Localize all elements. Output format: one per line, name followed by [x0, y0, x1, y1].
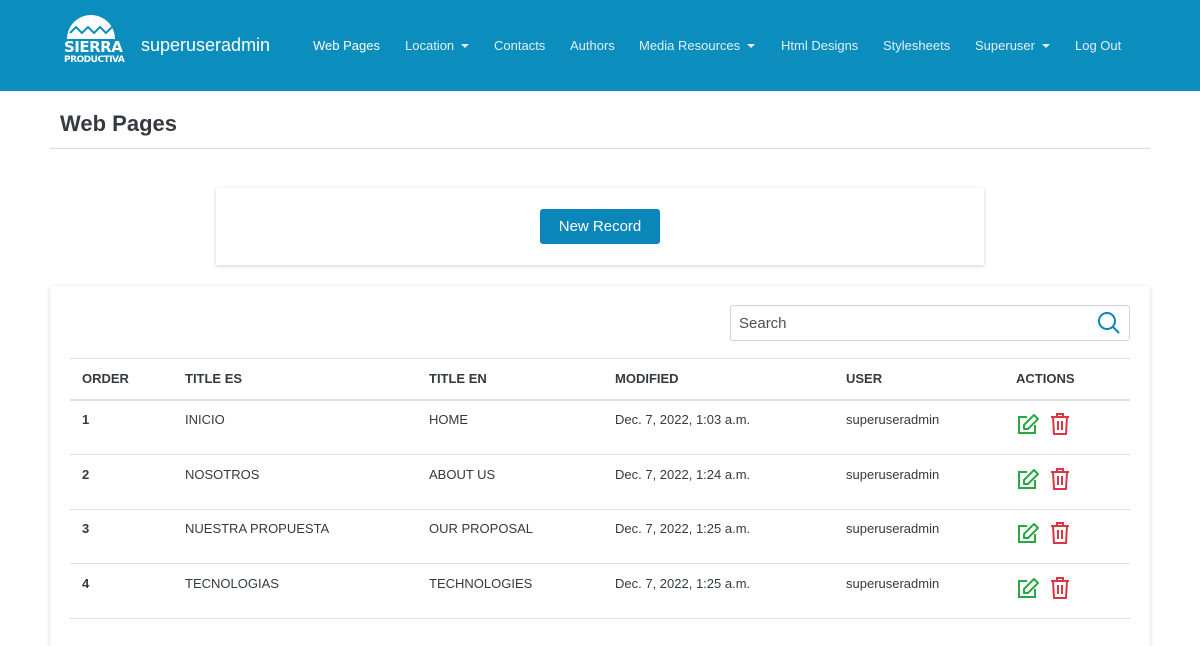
table-card — [50, 286, 1150, 646]
delete-icon[interactable] — [1049, 467, 1071, 491]
row-actions — [1016, 521, 1071, 550]
logo[interactable]: SIERRA PRODUCTIVA — [64, 13, 125, 77]
table-cell: INICIO — [185, 412, 225, 427]
table-cell: TECNOLOGIAS — [185, 576, 279, 592]
table-cell: NOSOTROS — [185, 466, 260, 482]
edit-icon[interactable] — [1016, 467, 1040, 491]
nav-link[interactable]: Location — [405, 38, 469, 53]
nav-link[interactable]: Superuser — [975, 38, 1050, 53]
new-record-button[interactable]: New Record — [540, 209, 660, 244]
search-input[interactable]: Search — [730, 305, 1130, 341]
table-cell: NUESTRA PROPUESTA — [185, 521, 330, 537]
edit-icon[interactable] — [1016, 576, 1040, 600]
edit-icon[interactable] — [1016, 521, 1040, 545]
row-border — [70, 508, 1130, 510]
table-cell: superuseradmin — [846, 412, 940, 427]
table-cell: Dec. 7, 2022, 1:24 a.m. — [615, 466, 751, 482]
logo-text: SIERRA — [64, 38, 123, 56]
table-cell: Dec. 7, 2022, 1:25 a.m. — [615, 521, 751, 537]
row-border — [70, 563, 1130, 565]
table-cell: TECHNOLOGIES — [429, 576, 533, 592]
nav-link[interactable]: Html Designs — [781, 38, 859, 53]
column-header: TITLE EN — [429, 371, 487, 386]
nav-link[interactable]: Web Pages — [313, 38, 380, 53]
nav-link[interactable]: Stylesheets — [883, 38, 951, 53]
column-header: ACTIONS — [1016, 371, 1075, 386]
nav-link[interactable]: Authors — [570, 38, 615, 53]
table-border — [70, 399, 1130, 401]
table-cell: superuseradmin — [846, 576, 940, 592]
delete-icon[interactable] — [1049, 576, 1071, 600]
row-border — [70, 618, 1130, 620]
brand[interactable]: superuseradmin — [141, 35, 271, 55]
search-icon[interactable] — [1097, 311, 1121, 335]
table-cell: HOME — [429, 412, 468, 427]
table-cell: ABOUT US — [429, 466, 496, 482]
nav-link[interactable]: Contacts — [494, 38, 546, 53]
table-cell: 1 — [82, 412, 90, 427]
nav-link[interactable]: Log Out — [1075, 38, 1122, 53]
table-border — [70, 358, 1130, 359]
delete-icon[interactable] — [1049, 412, 1071, 436]
table-cell: Dec. 7, 2022, 1:03 a.m. — [615, 412, 751, 427]
column-header: MODIFIED — [615, 371, 679, 386]
column-header: USER — [846, 371, 883, 386]
row-actions — [1016, 412, 1071, 441]
page-title: Web Pages — [60, 111, 177, 136]
table-cell: superuseradmin — [846, 521, 940, 537]
table-cell: OUR PROPOSAL — [429, 521, 534, 537]
row-actions — [1016, 576, 1071, 605]
row-actions — [1016, 467, 1071, 496]
logo-text: PRODUCTIVA — [64, 55, 125, 65]
divider — [50, 148, 1150, 149]
table-cell: superuseradmin — [846, 466, 940, 482]
column-header: ORDER — [82, 371, 129, 386]
table-cell: 4 — [82, 576, 90, 592]
nav-link[interactable]: Media Resources — [639, 38, 755, 53]
navbar: SIERRA PRODUCTIVA superuseradmin Web Pag… — [0, 0, 1200, 91]
edit-icon[interactable] — [1016, 412, 1040, 436]
logo-mark — [67, 15, 115, 39]
table-cell: Dec. 7, 2022, 1:25 a.m. — [615, 576, 751, 592]
delete-icon[interactable] — [1049, 521, 1071, 545]
table-cell: 2 — [82, 466, 90, 482]
page: SIERRA PRODUCTIVA superuseradmin Web Pag… — [0, 0, 1200, 627]
table-cell: 3 — [82, 521, 90, 537]
row-border — [70, 454, 1130, 455]
column-header: TITLE ES — [185, 371, 243, 386]
search-placeholder: Search — [739, 315, 787, 332]
